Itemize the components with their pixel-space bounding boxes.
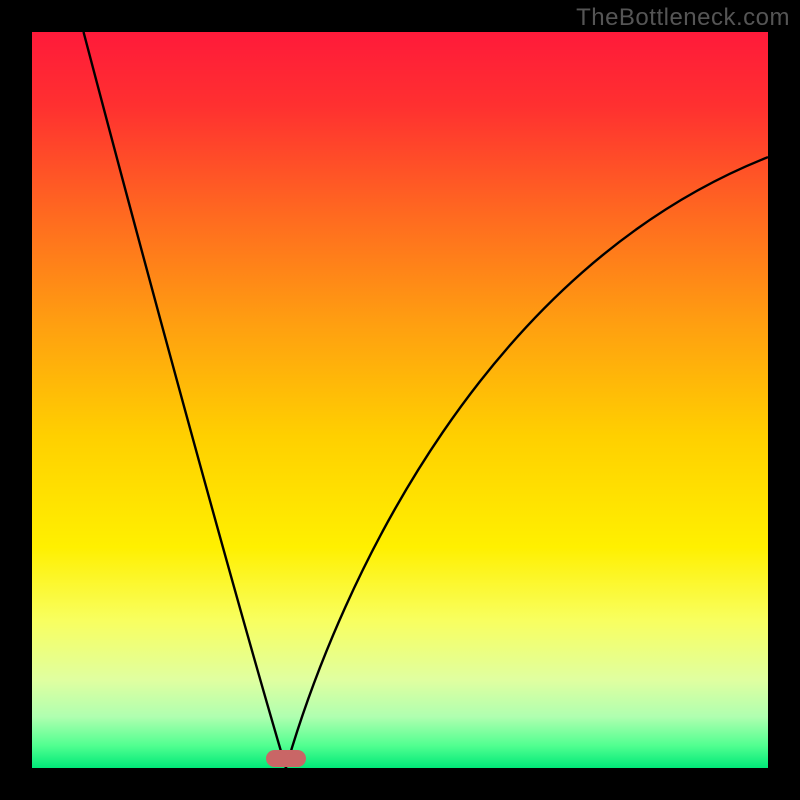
chart-container: TheBottleneck.com — [0, 0, 800, 800]
watermark-text: TheBottleneck.com — [576, 4, 790, 32]
optimal-marker — [266, 750, 306, 766]
frame-right — [768, 0, 800, 800]
frame-left — [0, 0, 32, 800]
plot-svg — [32, 32, 768, 768]
gradient-background — [32, 32, 768, 768]
frame-bottom — [0, 768, 800, 800]
plot-area — [32, 32, 768, 768]
